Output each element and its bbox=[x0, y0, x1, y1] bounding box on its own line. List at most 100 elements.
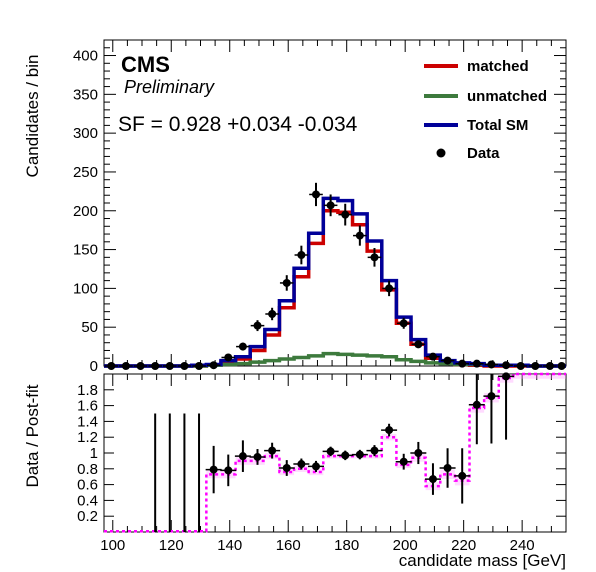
ratio-y-tick-label: 1.2 bbox=[77, 429, 98, 446]
ratio-y-tick-label: 1.8 bbox=[77, 382, 98, 399]
data-point bbox=[165, 362, 174, 370]
x-tick-label: 180 bbox=[334, 537, 359, 554]
ratio-y-tick-label: 1.6 bbox=[77, 398, 98, 415]
data-point bbox=[472, 359, 481, 368]
data-point bbox=[136, 362, 145, 370]
ratio-axes: 0.20.40.60.811.21.41.61.8 100 120 140 160 180… bbox=[77, 374, 567, 554]
preliminary-label: Preliminary bbox=[124, 77, 215, 97]
data-point bbox=[238, 342, 247, 351]
data-point bbox=[545, 362, 554, 370]
legend: matched unmatched Total SM Data bbox=[424, 58, 547, 162]
main-y-tick-label: 100 bbox=[73, 280, 98, 297]
data-point bbox=[370, 253, 379, 262]
data-point bbox=[209, 361, 218, 370]
ratio-band-bin bbox=[513, 374, 528, 379]
data-point bbox=[107, 362, 116, 370]
data-point bbox=[502, 361, 511, 370]
ratio-point bbox=[311, 462, 320, 471]
legend-unmatched-label: unmatched bbox=[467, 88, 547, 105]
main-y-tick-label: 350 bbox=[73, 86, 98, 103]
x-tick-label: 120 bbox=[159, 537, 184, 554]
ratio-point bbox=[487, 392, 496, 401]
ratio-y-tick-label: 0.2 bbox=[77, 508, 98, 525]
main-y-tick-label: 400 bbox=[73, 48, 98, 65]
ratio-band-bin bbox=[381, 434, 397, 441]
ratio-y-tick-label: 1.4 bbox=[77, 413, 98, 430]
data-point bbox=[282, 278, 291, 287]
main-y-axis-title: Candidates / bin bbox=[23, 55, 42, 178]
x-tick-label: 100 bbox=[100, 537, 125, 554]
ratio-point bbox=[355, 450, 364, 459]
ratio-point bbox=[502, 372, 511, 381]
data-point bbox=[224, 353, 233, 362]
ratio-y-tick-label: 0.8 bbox=[77, 461, 98, 478]
legend-total-sm-label: Total SM bbox=[467, 117, 528, 134]
main-y-tick-label: 250 bbox=[73, 164, 98, 181]
data-point bbox=[355, 231, 364, 240]
series-total-sm-line bbox=[104, 196, 566, 368]
data-point bbox=[443, 356, 452, 365]
ratio-y-tick-label: 0.4 bbox=[77, 492, 98, 509]
data-point bbox=[399, 319, 408, 328]
ratio-y-tick-label: 0.6 bbox=[77, 477, 98, 494]
data-points bbox=[104, 182, 566, 370]
data-point bbox=[268, 309, 277, 318]
ratio-band-bin bbox=[557, 374, 566, 379]
data-point bbox=[253, 321, 262, 330]
ratio-point bbox=[297, 460, 306, 469]
data-point bbox=[458, 359, 467, 368]
data-point bbox=[557, 362, 566, 370]
cms-label: CMS bbox=[121, 52, 170, 77]
data-point bbox=[341, 210, 350, 219]
ratio-point bbox=[370, 446, 379, 455]
ratio-point bbox=[253, 452, 262, 461]
ratio-band-bin bbox=[542, 374, 558, 379]
ratio-point bbox=[472, 400, 481, 409]
data-point bbox=[121, 362, 130, 370]
ratio-point bbox=[209, 465, 218, 474]
main-y-tick-label: 200 bbox=[73, 203, 98, 220]
main-y-tick-label: 50 bbox=[81, 319, 98, 336]
x-tick-label: 160 bbox=[276, 537, 301, 554]
data-point bbox=[180, 362, 189, 370]
ratio-point bbox=[326, 447, 335, 456]
data-point bbox=[516, 362, 525, 370]
ratio-point bbox=[238, 452, 247, 461]
ratio-band bbox=[104, 372, 566, 533]
ratio-y-tick-label: 1 bbox=[90, 445, 98, 462]
legend-data-marker bbox=[436, 148, 446, 158]
ratio-point bbox=[224, 466, 233, 475]
data-point bbox=[414, 340, 423, 349]
ratio-point bbox=[443, 464, 452, 473]
data-point bbox=[297, 251, 306, 260]
data-point bbox=[487, 360, 496, 369]
data-point bbox=[428, 352, 437, 361]
ratio-point bbox=[414, 449, 423, 457]
series-matched-line bbox=[104, 209, 566, 368]
x-tick-label: 240 bbox=[510, 537, 535, 554]
data-point bbox=[531, 362, 540, 370]
legend-matched-label: matched bbox=[467, 58, 529, 75]
ratio-y-axis-title: Data / Post-fit bbox=[23, 384, 42, 487]
ratio-point bbox=[458, 471, 467, 480]
main-y-tick-label: 300 bbox=[73, 125, 98, 142]
x-tick-label: 200 bbox=[393, 537, 418, 554]
data-point bbox=[195, 362, 204, 370]
legend-data-label: Data bbox=[467, 145, 500, 162]
ratio-point bbox=[341, 451, 350, 460]
main-y-tick-label: 0 bbox=[90, 358, 98, 375]
ratio-point bbox=[282, 464, 291, 473]
ratio-band-bin bbox=[527, 374, 543, 379]
data-point bbox=[151, 362, 160, 370]
main-y-tick-label: 150 bbox=[73, 242, 98, 259]
ratio-point bbox=[268, 446, 277, 455]
data-point bbox=[385, 284, 394, 293]
ratio-points bbox=[154, 372, 515, 532]
ratio-point bbox=[428, 475, 437, 484]
scale-factor-label: SF = 0.928 +0.034 -0.034 bbox=[118, 113, 358, 136]
ratio-point bbox=[385, 426, 394, 435]
main-series bbox=[104, 196, 566, 368]
ratio-point bbox=[399, 457, 408, 466]
